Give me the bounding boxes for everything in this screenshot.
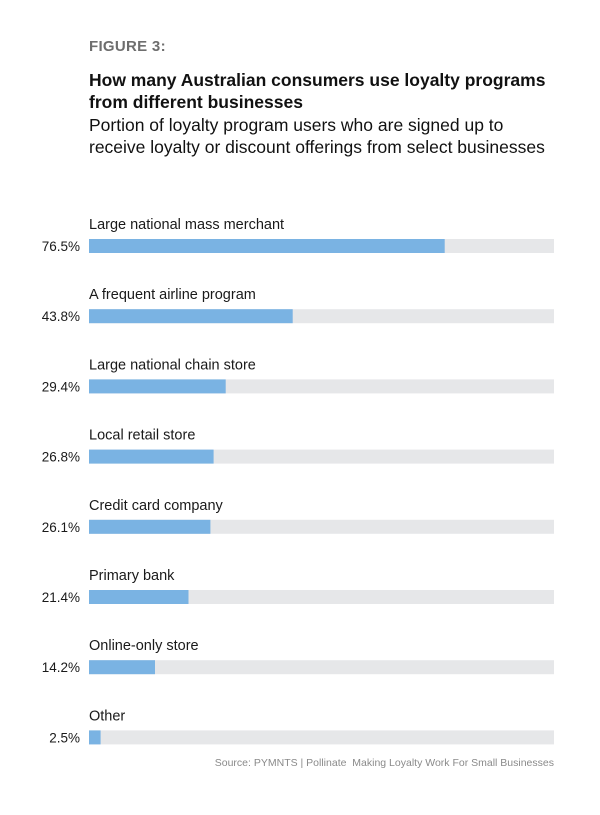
figure-label: FIGURE 3: xyxy=(89,38,166,55)
value-label: 43.8% xyxy=(42,309,80,324)
category-label: Large national mass merchant xyxy=(89,217,284,233)
value-label: 26.8% xyxy=(42,450,80,465)
value-label: 2.5% xyxy=(49,730,80,745)
value-label: 26.1% xyxy=(42,520,80,535)
category-label: Online-only store xyxy=(89,638,199,654)
bar-track xyxy=(89,730,554,745)
chart-title: How many Australian consumers use loyalt… xyxy=(89,70,546,112)
bar xyxy=(89,309,293,324)
value-label: 21.4% xyxy=(42,590,80,605)
source-note: Source: PYMNTS | Pollinate Making Loyalt… xyxy=(214,757,554,769)
value-label: 76.5% xyxy=(42,239,80,254)
value-label: 29.4% xyxy=(42,379,80,394)
category-label: Primary bank xyxy=(89,568,175,584)
bar xyxy=(89,660,155,675)
category-label: Local retail store xyxy=(89,428,195,444)
chart-subtitle: Portion of loyalty program users who are… xyxy=(89,115,545,157)
bar xyxy=(89,239,445,253)
bar xyxy=(89,519,211,534)
category-label: Other xyxy=(89,708,125,724)
bar xyxy=(89,730,101,745)
value-label: 14.2% xyxy=(42,660,80,675)
category-label: Credit card company xyxy=(89,498,224,514)
category-label: Large national chain store xyxy=(89,357,256,373)
bar-track xyxy=(89,590,554,604)
bar-track xyxy=(89,660,554,675)
bar xyxy=(89,449,214,464)
category-label: A frequent airline program xyxy=(89,287,256,303)
bar xyxy=(89,590,189,604)
bar xyxy=(89,379,226,394)
